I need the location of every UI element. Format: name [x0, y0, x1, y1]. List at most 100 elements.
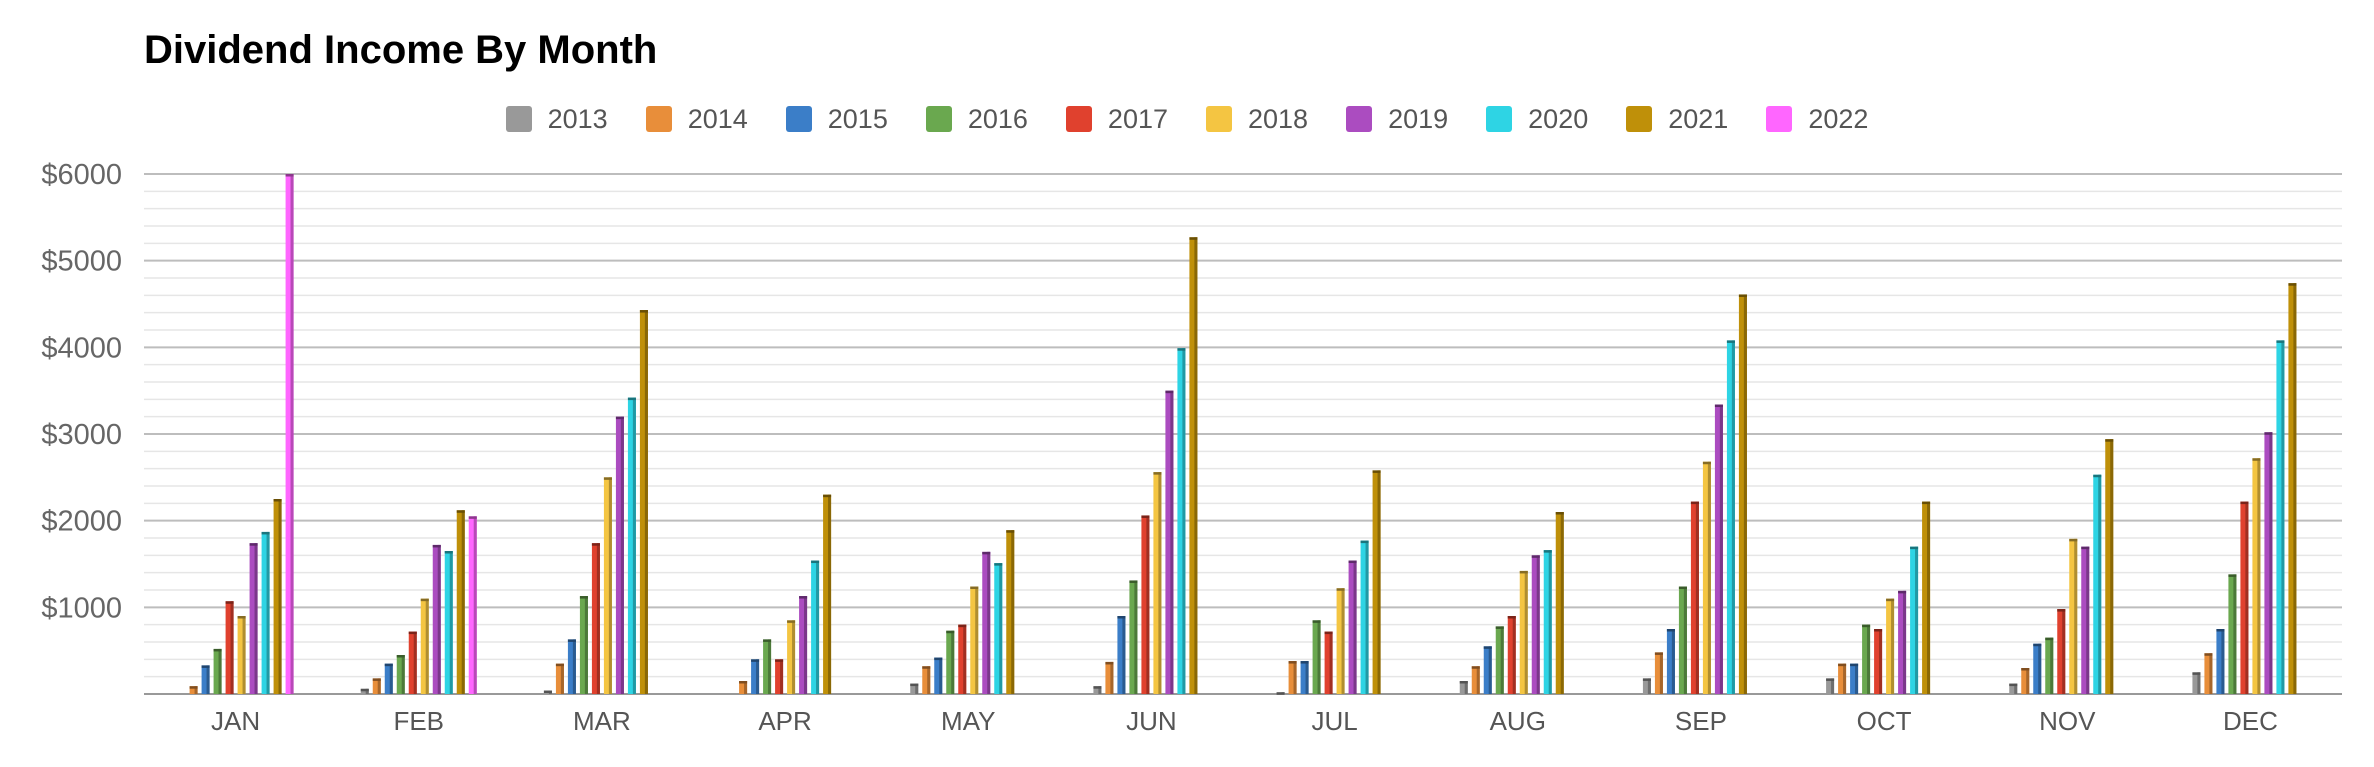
bar-side-shade: [572, 639, 576, 694]
bar-body: [2033, 643, 2042, 694]
bar-side-shade: [1194, 237, 1198, 694]
bar-side-shade: [2293, 283, 2297, 694]
bar-dec-2020: [2276, 340, 2285, 694]
bar-top-cap: [603, 477, 612, 480]
bar-dec-2021: [2288, 283, 2297, 694]
bar-side-shade: [2086, 546, 2090, 694]
bar-top-cap: [1117, 616, 1126, 619]
bar-side-shade: [1560, 512, 1564, 694]
bar-top-cap: [468, 516, 477, 519]
bar-top-cap: [1483, 646, 1492, 649]
legend-label: 2016: [967, 103, 1028, 134]
bar-top-cap: [1300, 661, 1309, 664]
bar-top-cap: [1922, 501, 1931, 505]
legend-item-2015: 2015: [785, 101, 888, 137]
bar-body: [922, 666, 931, 694]
legend-swatch: [1346, 106, 1373, 132]
bar-side-shade: [461, 510, 465, 694]
bar-jan-2017: [225, 601, 234, 694]
bar-nov-2021: [2105, 439, 2114, 694]
bar-body: [1531, 555, 1540, 694]
bar-body: [1336, 588, 1345, 694]
bar-body: [1189, 237, 1198, 694]
bar-side-shade: [1647, 678, 1651, 694]
bar-top-cap: [567, 639, 576, 642]
bar-side-shade: [2257, 458, 2261, 694]
bar-body: [934, 657, 943, 694]
bar-top-cap: [787, 620, 796, 623]
bar-top-cap: [627, 397, 636, 401]
bar-body: [468, 516, 477, 694]
bar-body: [432, 544, 441, 694]
bar-top-cap: [1531, 555, 1540, 558]
bar-side-shade: [1098, 686, 1102, 694]
bar-top-cap: [1105, 661, 1114, 665]
bar-side-shade: [915, 683, 919, 694]
bar-body: [1129, 580, 1138, 694]
bar-top-cap: [958, 624, 967, 628]
bar-side-shade: [584, 596, 588, 694]
bar-apr-2015: [751, 659, 760, 694]
bar-may-2015: [934, 657, 943, 694]
bar-jun-2018: [1153, 472, 1162, 694]
bar-jul-2017: [1324, 631, 1333, 694]
bar-top-cap: [261, 531, 270, 535]
bar-top-cap: [775, 659, 784, 662]
bar-side-shade: [473, 516, 477, 694]
legend-label: 2018: [1248, 103, 1309, 134]
bar-top-cap: [982, 551, 991, 555]
bar-side-shade: [1488, 646, 1492, 694]
bar-body: [579, 596, 588, 694]
bar-body: [1324, 631, 1333, 694]
bar-body: [639, 310, 648, 694]
bar-top-cap: [237, 616, 246, 619]
bar-body: [225, 601, 234, 694]
bar-side-shade: [1170, 390, 1174, 694]
bar-body: [567, 639, 576, 694]
bar-side-shade: [1719, 404, 1723, 694]
bar-side-shade: [1512, 616, 1516, 694]
bar-side-shade: [254, 543, 258, 694]
y-tick-label: $3000: [41, 419, 122, 451]
bar-side-shade: [218, 648, 222, 694]
bar-body: [811, 560, 820, 694]
bar-aug-2021: [1555, 512, 1564, 694]
bar-top-cap: [1826, 678, 1835, 681]
bar-mar-2018: [603, 477, 612, 694]
bar-top-cap: [2252, 458, 2261, 461]
bar-oct-2013: [1826, 678, 1835, 694]
bar-top-cap: [1738, 294, 1747, 297]
bar-top-cap: [372, 678, 381, 681]
minor-gridlines: [144, 190, 2342, 678]
bar-oct-2018: [1886, 598, 1895, 694]
bar-body: [2045, 637, 2054, 694]
bar-oct-2014: [1838, 663, 1847, 694]
bar-body: [1141, 515, 1150, 694]
bar-body: [408, 631, 417, 694]
legend-label: 2021: [1668, 103, 1729, 134]
bar-feb-2013: [360, 688, 369, 694]
bar-top-cap: [201, 665, 210, 668]
bar-aug-2015: [1483, 646, 1492, 694]
bar-top-cap: [1093, 686, 1102, 689]
bar-body: [360, 688, 369, 694]
bar-top-cap: [1519, 570, 1528, 574]
bar-mar-2016: [579, 596, 588, 694]
bar-top-cap: [1372, 470, 1381, 473]
bar-top-cap: [1726, 340, 1735, 343]
bar-body: [751, 659, 760, 694]
bar-top-cap: [2045, 637, 2054, 641]
bar-body: [1874, 629, 1883, 694]
bar-top-cap: [1666, 629, 1675, 632]
bar-body: [1177, 348, 1186, 694]
bar-side-shade: [1536, 555, 1540, 694]
bar-body: [2204, 653, 2213, 694]
bar-sep-2018: [1702, 461, 1711, 694]
bar-body: [1886, 598, 1895, 694]
bar-body: [1093, 686, 1102, 694]
bar-side-shade: [1831, 678, 1835, 694]
bar-top-cap: [799, 596, 808, 599]
bar-body: [1006, 530, 1015, 694]
bar-top-cap: [2192, 672, 2201, 675]
bar-body: [2057, 609, 2066, 694]
